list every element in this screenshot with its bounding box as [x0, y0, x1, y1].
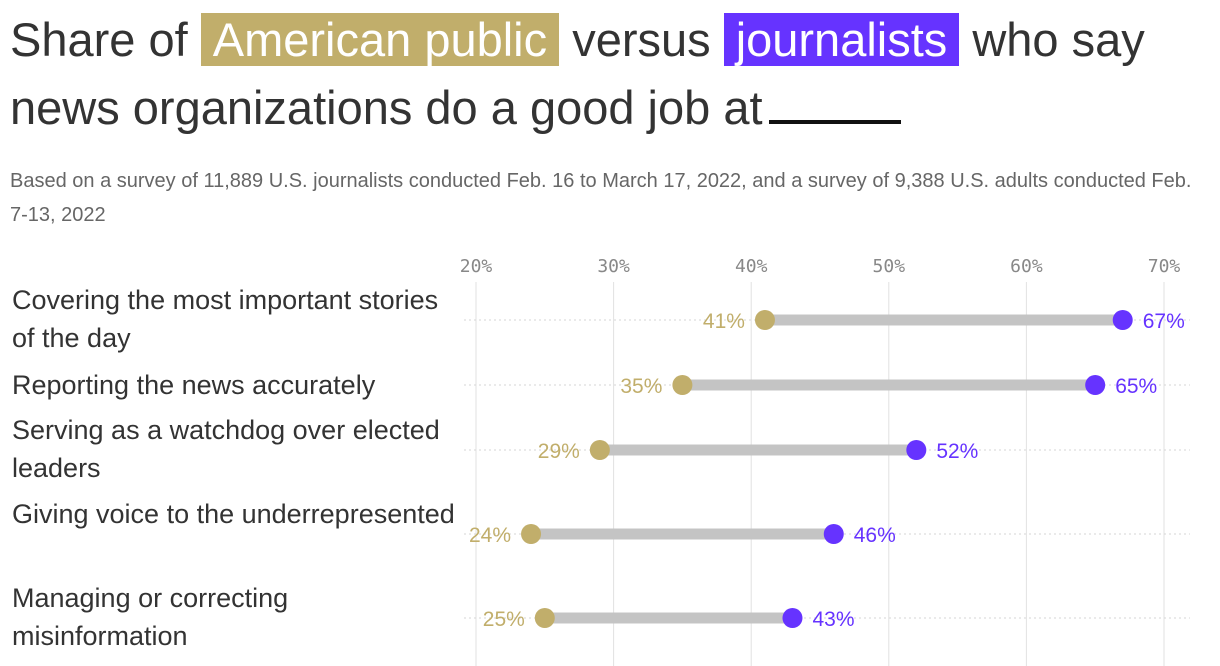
public-value-label: 24%	[469, 524, 511, 547]
public-dot	[589, 440, 610, 460]
row-label-watchdog: Serving as a watchdog over elected leade…	[12, 415, 440, 483]
title-part-1: Share of	[10, 13, 188, 66]
journalists-value-label: 65%	[1115, 375, 1157, 398]
public-value-label: 41%	[703, 310, 745, 333]
public-dot	[534, 608, 555, 628]
chart-title: Share of American public versus journali…	[10, 6, 1210, 142]
journalists-value-label: 52%	[936, 440, 978, 463]
x-tick-label: 50%	[873, 256, 906, 277]
public-value-label: 25%	[483, 608, 525, 631]
journalists-value-label: 46%	[854, 524, 896, 547]
journalists-value-label: 67%	[1143, 310, 1185, 333]
public-value-label: 35%	[620, 375, 662, 398]
chart-subtitle: Based on a survey of 11,889 U.S. journal…	[10, 170, 1192, 226]
title-part-2: versus	[572, 13, 711, 66]
x-tick-label: 30%	[597, 256, 630, 277]
x-tick-label: 40%	[735, 256, 768, 277]
public-value-label: 29%	[538, 440, 580, 463]
journalists-value-label: 43%	[812, 608, 854, 631]
journalists-dot	[906, 440, 927, 460]
public-dot	[754, 310, 775, 330]
row-label-misinformation: Managing or correcting misinformation	[12, 583, 289, 651]
journalists-dot	[782, 608, 803, 628]
public-dot	[672, 375, 693, 395]
row-label-covering-stories: Covering the most important stories of t…	[12, 285, 439, 353]
title-part-3: who say news organizations do a good job…	[10, 13, 1145, 134]
x-tick-label: 20%	[460, 256, 493, 277]
journalists-dot	[1085, 375, 1106, 395]
title-public-highlight: American public	[200, 13, 560, 66]
title-blank-line	[768, 90, 901, 124]
row-label-giving-voice: Giving voice to the underrepresented	[12, 499, 455, 529]
journalists-dot	[823, 524, 844, 544]
journalists-dot	[1112, 310, 1133, 330]
public-dot	[521, 524, 542, 544]
x-tick-label: 70%	[1148, 256, 1181, 277]
row-label-reporting-accurately: Reporting the news accurately	[12, 370, 376, 400]
title-journalists-highlight: journalists	[723, 13, 960, 66]
x-tick-label: 60%	[1010, 256, 1043, 277]
